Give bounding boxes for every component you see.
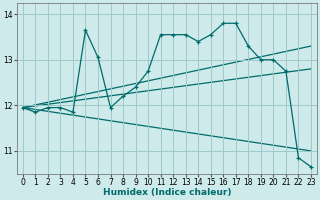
X-axis label: Humidex (Indice chaleur): Humidex (Indice chaleur) (103, 188, 231, 197)
